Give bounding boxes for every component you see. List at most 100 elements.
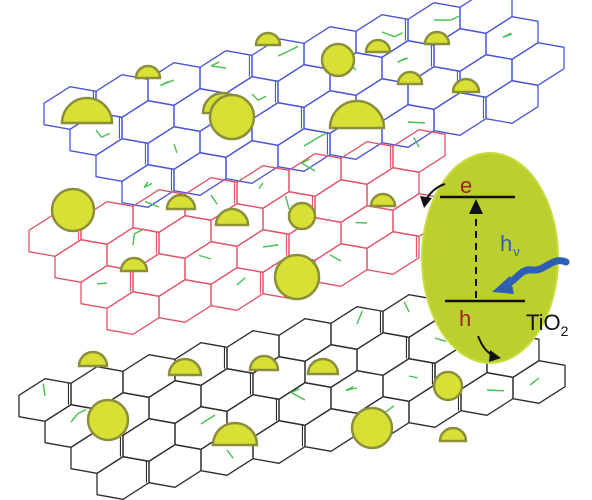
tio2-nanoparticle [350, 406, 394, 450]
tio2-nanoparticle [396, 70, 424, 86]
functional-group [301, 162, 316, 172]
tio2-nanoparticle [328, 99, 386, 130]
functional-group [397, 57, 406, 63]
hexagon-ring [199, 50, 253, 94]
hexagon-ring [340, 205, 394, 249]
hexagon-ring [147, 126, 201, 170]
hexagon-ring [184, 241, 238, 285]
functional-group [290, 391, 306, 401]
hexagon-ring [382, 358, 436, 402]
hexagon-ring [459, 0, 513, 34]
functional-group [285, 195, 290, 210]
functional-group [144, 200, 160, 208]
functional-group [257, 95, 267, 101]
tio2-nanoparticle [432, 370, 464, 402]
functional-group [262, 244, 279, 248]
functional-group [70, 413, 79, 423]
hexagon-ring [158, 215, 212, 259]
hexagon-ring [304, 408, 358, 452]
tio2-subscript: 2 [561, 323, 569, 339]
tio2-nanoparticle [254, 31, 282, 47]
functional-group [289, 45, 299, 51]
hexagon-ring [512, 360, 566, 404]
functional-group [356, 310, 363, 325]
tio2-nanoparticle [50, 187, 96, 233]
hexagon-ring [96, 456, 150, 500]
graphene-sheet-middle [28, 129, 446, 335]
hexagon-ring [106, 291, 160, 335]
hexagon-ring [485, 80, 539, 124]
hexagon-ring [314, 243, 368, 287]
functional-group [96, 282, 108, 285]
hexagon-ring [356, 332, 410, 376]
hexagon-ring [251, 102, 305, 146]
tio2-nanoparticle [214, 207, 250, 227]
hexagon-ring [252, 420, 306, 464]
hexagon-ring [278, 318, 332, 362]
functional-group [132, 233, 136, 246]
functional-group [381, 31, 395, 38]
functional-group [413, 137, 420, 148]
hexagon-ring [54, 239, 108, 283]
hexagon-ring [330, 306, 384, 350]
hexagon-ring [330, 370, 384, 414]
functional-group [290, 387, 300, 394]
curved-arrow-icon [477, 335, 501, 362]
tio2-nanoparticle [273, 253, 321, 301]
hexagon-ring [485, 16, 539, 60]
tio2-nanoparticle [451, 77, 481, 94]
functional-group [394, 32, 403, 38]
tio2-nanoparticle [438, 426, 468, 443]
functional-group [318, 132, 328, 138]
light-nu-label: ν [513, 244, 520, 259]
dashed-arrow-icon [469, 199, 483, 298]
hexagon-ring [460, 372, 514, 416]
hexagon-ring [158, 279, 212, 323]
light-label: hν [500, 231, 520, 259]
hexagon-ring [433, 92, 487, 136]
functional-group [210, 65, 227, 69]
functional-group [160, 80, 169, 87]
hexagon-ring [148, 380, 202, 424]
functional-group [450, 15, 460, 21]
functional-group [329, 254, 342, 262]
hexagon-ring [173, 152, 227, 196]
functional-group [258, 182, 264, 189]
hexagon-ring [122, 418, 176, 462]
tio2-nanoparticle [77, 350, 109, 368]
hexagon-ring [95, 138, 149, 182]
tio2-nanoparticle [287, 201, 317, 231]
hexagon-ring [148, 444, 202, 488]
functional-group [143, 182, 153, 189]
hexagon-ring [288, 153, 342, 197]
tio2-nanoparticle [167, 357, 203, 377]
graphene-sheet-top [43, 0, 565, 208]
functional-group [42, 383, 46, 397]
hexagon-ring [18, 378, 72, 422]
tio2-nanoparticle [248, 354, 280, 372]
functional-group [408, 375, 418, 379]
tio2-nanoparticle [423, 30, 451, 46]
functional-group [200, 414, 216, 425]
tio2-nanoparticle [364, 38, 392, 54]
functional-group [403, 301, 410, 313]
functional-group [529, 377, 540, 386]
hexagon-ring [366, 231, 420, 275]
hexagon-ring [511, 42, 565, 86]
functional-group [407, 121, 426, 124]
hexagon-ring [210, 267, 264, 311]
tio2-nanoparticle [208, 93, 256, 141]
functional-group [95, 129, 103, 138]
functional-group [345, 385, 354, 392]
tio2-nanoparticle [165, 193, 197, 211]
tio2-nanoparticle [306, 357, 340, 376]
tio2-nanoparticle [369, 192, 397, 208]
electron-label: e [460, 173, 472, 198]
functional-group [434, 337, 447, 342]
tio2-nanoparticle [134, 64, 162, 80]
functional-group [198, 254, 212, 260]
tio2-nanoparticle [320, 42, 356, 78]
functional-group [502, 32, 512, 38]
hexagon-ring [225, 140, 279, 184]
hexagon-ring [200, 368, 254, 412]
